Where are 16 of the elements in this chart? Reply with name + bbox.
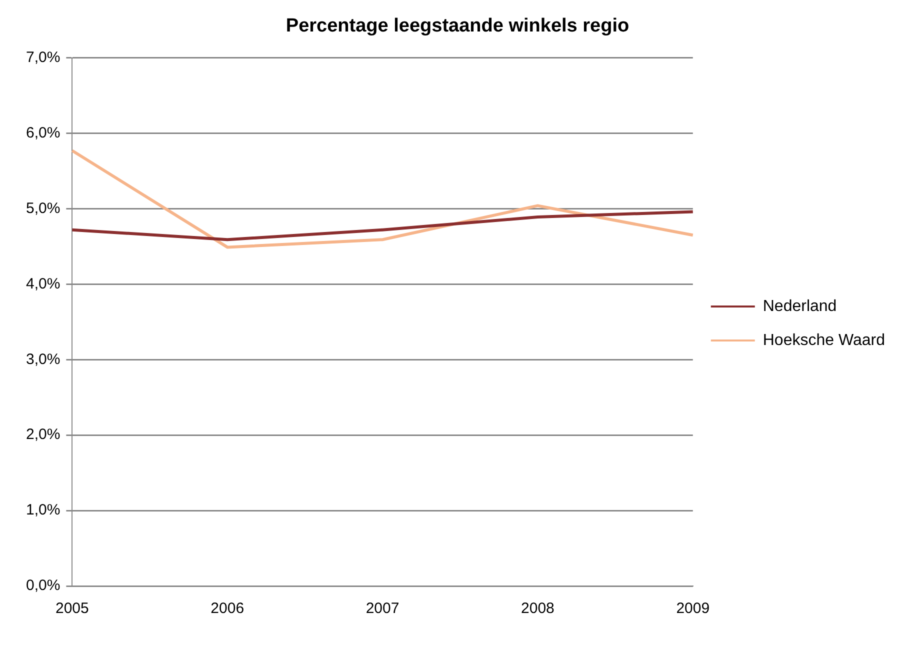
- y-tick-label: 7,0%: [26, 48, 60, 66]
- chart-title: Percentage leegstaande winkels regio: [286, 16, 630, 37]
- legend-label: Hoeksche Waard: [762, 332, 885, 349]
- x-tick-label: 2006: [210, 600, 244, 618]
- x-tick-label: 2007: [366, 600, 400, 618]
- x-tick-label: 2008: [521, 600, 554, 618]
- y-tick-label: 1,0%: [26, 502, 60, 519]
- y-tick-label: 6,0%: [26, 124, 60, 142]
- legend-label: Nederland: [762, 298, 837, 315]
- y-tick-label: 4,0%: [26, 275, 60, 292]
- y-tick-label: 3,0%: [26, 350, 60, 368]
- y-tick-label: 0,0%: [26, 577, 60, 594]
- x-tick-label: 2005: [56, 600, 89, 618]
- x-tick-label: 2009: [676, 600, 710, 618]
- y-tick-label: 2,0%: [26, 426, 60, 444]
- y-tick-label: 5,0%: [26, 200, 60, 217]
